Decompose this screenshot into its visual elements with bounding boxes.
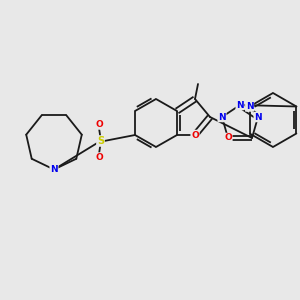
Text: N: N bbox=[246, 102, 254, 111]
Text: O: O bbox=[95, 120, 103, 129]
Text: N: N bbox=[236, 100, 244, 109]
Text: N: N bbox=[50, 165, 58, 174]
Text: N: N bbox=[254, 112, 262, 122]
Text: N: N bbox=[218, 112, 226, 122]
Text: S: S bbox=[97, 136, 104, 146]
Text: O: O bbox=[224, 134, 232, 142]
Text: O: O bbox=[95, 153, 103, 162]
Text: O: O bbox=[191, 130, 199, 140]
